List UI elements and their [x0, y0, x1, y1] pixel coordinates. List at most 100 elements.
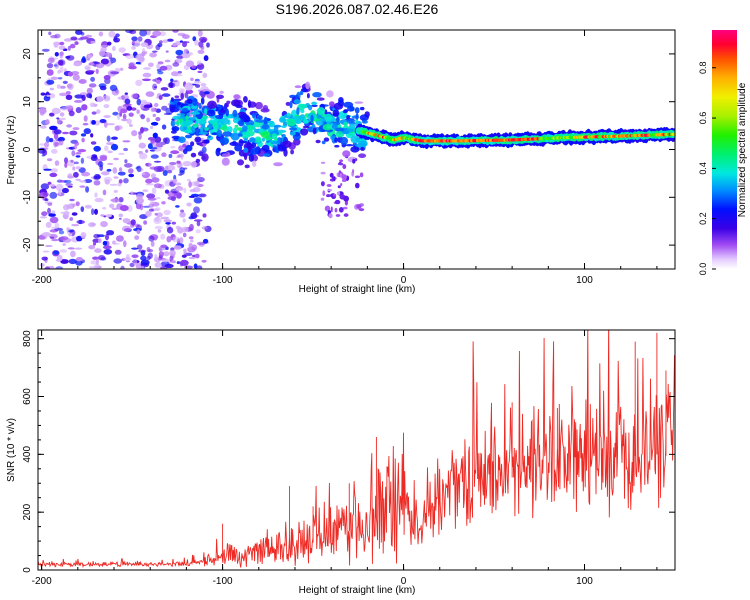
heatmap-blob	[93, 61, 101, 65]
heatmap-blob	[326, 90, 334, 98]
heatmap-blob	[153, 102, 159, 108]
heatmap-blob	[174, 95, 180, 98]
heatmap-blob	[320, 161, 326, 164]
heatmap-blob	[182, 161, 192, 167]
heatmap-blob	[113, 176, 119, 179]
heatmap-blob	[170, 97, 174, 103]
heatmap-blob	[98, 255, 106, 261]
heatmap-blob	[57, 59, 66, 66]
heatmap-blob	[193, 219, 203, 222]
heatmap-blob	[159, 141, 167, 146]
heatmap-xlabel: Height of straight line (km)	[299, 284, 416, 295]
heatmap-blob	[56, 118, 61, 125]
heatmap-blob	[93, 175, 97, 180]
heatmap-blob	[221, 153, 231, 157]
y-tick-label: 800	[22, 330, 33, 347]
heatmap-blob	[92, 241, 97, 246]
heatmap-blob	[203, 139, 210, 144]
x-tick-label: -200	[32, 275, 52, 286]
heatmap-blob	[139, 153, 148, 160]
heatmap-blob	[299, 103, 308, 109]
colorbar-tick-label: 0.2	[698, 212, 708, 225]
heatmap-blob	[194, 136, 202, 143]
heatmap-blob	[107, 41, 112, 46]
heatmap-blob	[91, 111, 97, 115]
heatmap-blob	[63, 204, 70, 211]
heatmap-blob	[332, 194, 337, 197]
heatmap-blob	[68, 110, 75, 117]
heatmap-blob	[49, 172, 58, 178]
y-tick-label: -20	[22, 237, 33, 252]
heatmap-blob	[102, 245, 112, 250]
x-tick-label: 0	[401, 275, 407, 286]
heatmap-blob	[83, 115, 88, 122]
heatmap-blob	[281, 125, 287, 128]
heatmap-blob	[257, 115, 263, 120]
heatmap-blob	[197, 173, 202, 178]
heatmap-blob	[143, 220, 148, 225]
heatmap-blob	[339, 159, 343, 163]
heatmap-blob	[162, 258, 169, 263]
heatmap-blob	[141, 172, 146, 176]
heatmap-blob	[71, 212, 78, 216]
heatmap-blob	[103, 249, 113, 255]
heatmap-blob	[303, 118, 309, 124]
heatmap-blob	[352, 158, 356, 164]
heatmap-blob	[181, 254, 187, 258]
heatmap-blob	[69, 198, 75, 202]
heatmap-blob	[331, 123, 338, 130]
heatmap-blob	[337, 162, 344, 166]
heatmap-blob	[327, 210, 332, 214]
heatmap-blob	[192, 36, 197, 42]
heatmap-blob	[103, 95, 111, 102]
heatmap-blob	[131, 247, 139, 250]
heatmap-blob	[113, 189, 118, 193]
heatmap-blob	[44, 141, 49, 148]
heatmap-blob	[160, 244, 168, 248]
heatmap-blob	[63, 38, 73, 42]
colorbar-axis: 0.0 0.2 0.4 0.6 0.8	[698, 61, 716, 275]
heatmap-blob	[56, 138, 63, 142]
heatmap-blob	[118, 197, 124, 203]
heatmap-blob	[358, 208, 365, 212]
heatmap-blob	[140, 259, 150, 266]
heatmap-blob	[135, 54, 144, 61]
heatmap-blob	[140, 266, 145, 269]
heatmap-blob	[152, 50, 158, 53]
heatmap-blob	[163, 112, 173, 116]
heatmap-blob	[42, 232, 51, 237]
heatmap-blob	[225, 108, 229, 117]
heatmap-blob	[111, 198, 120, 203]
heatmap-blob	[150, 173, 156, 179]
heatmap-blob	[342, 109, 348, 114]
heatmap-blob	[208, 119, 215, 124]
heatmap-blob	[247, 99, 252, 109]
heatmap-blob	[150, 121, 159, 126]
heatmap-blob	[164, 263, 174, 269]
heatmap-blob	[54, 160, 60, 166]
heatmap-blob	[66, 227, 70, 232]
heatmap-blob	[170, 120, 176, 127]
heatmap-blob	[140, 103, 144, 110]
heatmap-blob	[204, 127, 210, 131]
snr-panel: -200 -100 0 100 0 200 400 600 800 Height of stra…	[6, 329, 676, 596]
heatmap-blob	[173, 245, 182, 250]
heatmap-blob	[336, 116, 340, 123]
heatmap-blob	[294, 85, 302, 89]
heatmap-blob	[346, 128, 354, 133]
heatmap-blob	[184, 82, 194, 91]
heatmap-blob	[50, 226, 59, 230]
heatmap-blob	[58, 45, 66, 50]
heatmap-blob	[51, 210, 56, 214]
heatmap-blob	[46, 63, 54, 69]
heatmap-blob	[70, 159, 74, 163]
heatmap-blob	[99, 155, 108, 161]
heatmap-blob	[176, 160, 181, 164]
heatmap-blob	[136, 109, 140, 114]
heatmap-blob	[121, 118, 128, 122]
heatmap-blob	[123, 240, 127, 248]
y-tick-label: 20	[22, 48, 33, 60]
heatmap-blob	[312, 92, 322, 98]
heatmap-blob	[332, 109, 340, 117]
snr-frame	[37, 329, 676, 571]
